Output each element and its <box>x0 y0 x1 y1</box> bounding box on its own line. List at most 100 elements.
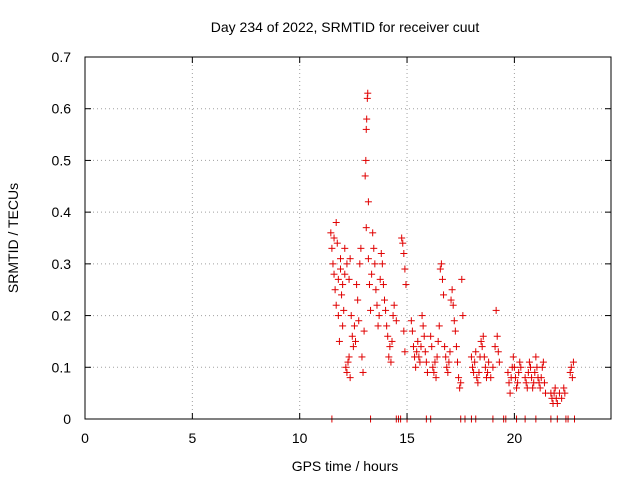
data-point <box>365 281 373 289</box>
x-tick-label: 20 <box>507 430 523 446</box>
data-point <box>362 224 370 232</box>
data-point <box>382 306 390 314</box>
data-point <box>524 368 532 376</box>
data-point <box>364 198 372 206</box>
data-point <box>345 275 353 283</box>
data-point <box>473 374 481 382</box>
data-point <box>467 353 475 361</box>
y-tick-label: 0 <box>63 411 71 427</box>
data-point <box>536 384 544 392</box>
y-tick-label: 0.6 <box>52 101 72 117</box>
data-point <box>373 301 381 309</box>
data-point <box>539 358 547 366</box>
data-point <box>336 265 344 273</box>
data-point <box>339 322 347 330</box>
data-point <box>370 244 378 252</box>
data-point <box>429 363 437 371</box>
data-point <box>531 368 539 376</box>
data-point <box>383 322 391 330</box>
data-point <box>419 322 427 330</box>
data-point <box>506 389 514 397</box>
data-point <box>458 275 466 283</box>
data-point <box>432 374 440 382</box>
data-point <box>342 363 350 371</box>
data-point <box>453 358 461 366</box>
data-point <box>416 358 424 366</box>
ticks-layer: 0 0.1 0.2 0.3 0.4 0.5 0.6 0.7 0 5 10 15 20 <box>52 49 611 446</box>
data-point <box>407 317 415 325</box>
data-point <box>505 379 513 387</box>
data-point <box>401 348 409 356</box>
data-point <box>540 379 548 387</box>
data-point <box>339 281 347 289</box>
data-point <box>438 275 446 283</box>
data-point <box>484 368 492 376</box>
data-point <box>532 353 540 361</box>
data-point <box>356 260 364 268</box>
data-point <box>372 286 380 294</box>
data-point <box>335 337 343 345</box>
data-point <box>558 394 566 402</box>
data-point <box>375 312 383 320</box>
data-point <box>480 353 488 361</box>
y-tick-label: 0.3 <box>52 256 72 272</box>
data-point <box>361 172 369 180</box>
data-point <box>401 265 409 273</box>
data-point <box>423 368 431 376</box>
x-tick-label: 15 <box>399 430 415 446</box>
data-point <box>509 353 517 361</box>
data-point <box>362 125 370 133</box>
data-point <box>340 306 348 314</box>
data-point <box>569 358 577 366</box>
grid-layer <box>85 57 611 419</box>
data-point <box>459 312 467 320</box>
data-point <box>384 332 392 340</box>
data-point <box>471 358 479 366</box>
data-point <box>348 332 356 340</box>
y-tick-label: 0.7 <box>52 49 72 65</box>
data-point <box>332 301 340 309</box>
data-point <box>475 368 483 376</box>
data-point <box>434 337 442 345</box>
data-point <box>346 255 354 263</box>
data-point <box>413 348 421 356</box>
data-point <box>515 368 523 376</box>
data-point <box>338 291 346 299</box>
data-point <box>341 244 349 252</box>
data-point <box>374 322 382 330</box>
data-point <box>415 353 423 361</box>
data-point <box>568 374 576 382</box>
data-point <box>450 317 458 325</box>
data-point <box>436 265 444 273</box>
data-point <box>449 301 457 309</box>
y-tick-label: 0.1 <box>52 359 72 375</box>
data-point <box>472 348 480 356</box>
data-point <box>560 384 568 392</box>
data-point <box>481 363 489 371</box>
plot-frame <box>84 56 612 420</box>
data-point <box>455 374 463 382</box>
data-point <box>495 358 503 366</box>
data-point <box>457 379 465 387</box>
data-point <box>343 368 351 376</box>
x-axis-label: GPS time / hours <box>292 458 399 474</box>
data-point <box>445 358 453 366</box>
data-point <box>360 327 368 335</box>
data-point <box>451 327 459 335</box>
data-point <box>386 343 394 351</box>
data-point <box>538 363 546 371</box>
data-point <box>341 270 349 278</box>
data-point <box>487 374 495 382</box>
data-point <box>446 348 454 356</box>
data-point <box>377 250 385 258</box>
data-point <box>371 260 379 268</box>
data-point <box>551 384 559 392</box>
data-point <box>388 337 396 345</box>
data-point <box>444 368 452 376</box>
data-point <box>442 353 450 361</box>
data-point <box>400 327 408 335</box>
data-point <box>521 374 529 382</box>
y-tick-label: 0.5 <box>52 152 72 168</box>
data-point <box>414 337 422 345</box>
